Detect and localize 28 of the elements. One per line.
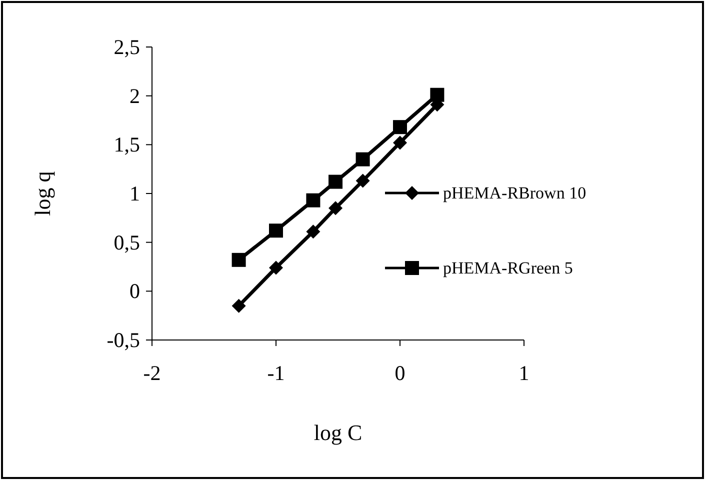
- point: [306, 193, 320, 208]
- point: [269, 224, 283, 238]
- point: [232, 252, 246, 267]
- y-tick-label: 0: [130, 279, 140, 304]
- point: [356, 174, 370, 188]
- point: [393, 120, 407, 134]
- y-tick-label: 2,5: [114, 35, 140, 59]
- y-axis-title: log q: [30, 171, 55, 216]
- y-tick-label: 1,5: [114, 132, 140, 157]
- legend-label: pHEMA-RGreen 5: [443, 258, 573, 278]
- y-tick-label: 1: [130, 182, 140, 206]
- y-tick-label: 2: [130, 84, 140, 108]
- point: [328, 174, 343, 189]
- point: [232, 298, 246, 313]
- x-tick-label: -2: [143, 361, 161, 385]
- x-tick-label: -1: [267, 361, 285, 385]
- y-tick-label: 0,5: [114, 230, 140, 254]
- x-tick-label: 1: [518, 361, 530, 385]
- point: [393, 136, 407, 150]
- legend-label: pHEMA-RBrown 10: [443, 184, 586, 202]
- point: [430, 88, 444, 102]
- point: [356, 152, 370, 166]
- point: [328, 201, 343, 216]
- point: [306, 224, 320, 239]
- x-axis-title: log C: [314, 420, 362, 445]
- y-tick-label: -0,5: [106, 328, 140, 352]
- x-tick-label: 0: [394, 361, 406, 385]
- point: [269, 260, 283, 275]
